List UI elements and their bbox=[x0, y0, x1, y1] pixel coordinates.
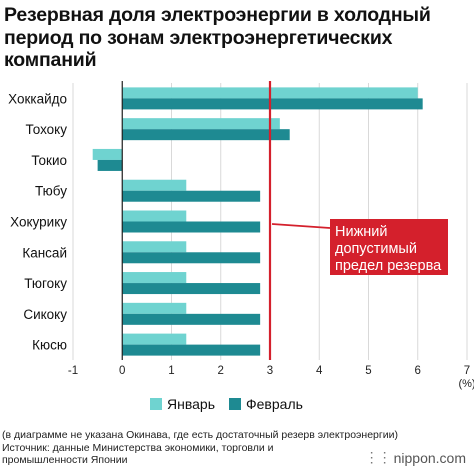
category-label: Токио bbox=[31, 153, 67, 168]
legend-label-february: Февраль bbox=[246, 396, 303, 412]
bar-february bbox=[122, 98, 423, 110]
legend-item-january: Январь bbox=[150, 396, 215, 412]
footnote-line-3: промышленности Японии bbox=[2, 454, 128, 466]
category-label: Кюсю bbox=[32, 338, 67, 353]
category-label: Хокурику bbox=[10, 215, 67, 230]
x-tick-label: 3 bbox=[267, 365, 273, 377]
legend-item-february: Февраль bbox=[229, 396, 303, 412]
reference-annotation-text: допустимый bbox=[335, 241, 417, 257]
bar-january bbox=[122, 272, 187, 284]
title-line-2: период по зонам электроэнергетических bbox=[4, 26, 393, 49]
reference-annotation-text: Нижний bbox=[335, 224, 387, 240]
bar-february bbox=[122, 344, 261, 356]
x-tick-label: -1 bbox=[68, 365, 78, 377]
bar-january bbox=[122, 179, 187, 191]
footnote-line-1: (в диаграмме не указана Окинава, где ест… bbox=[2, 429, 398, 441]
x-tick-label: 0 bbox=[119, 365, 125, 377]
legend-label-january: Январь bbox=[167, 396, 215, 412]
reference-connector bbox=[271, 223, 331, 229]
category-label: Кансай bbox=[22, 245, 67, 260]
x-tick-label: 7 bbox=[464, 365, 470, 377]
category-label: Тохоку bbox=[26, 122, 68, 137]
chart-footnote: (в диаграмме не указана Окинава, где ест… bbox=[2, 429, 472, 467]
bar-february bbox=[122, 252, 261, 264]
x-tick-label: 2 bbox=[218, 365, 224, 377]
category-label: Тюбу bbox=[35, 184, 67, 199]
chart-title: Резервная доля электроэнергии в холодный… bbox=[4, 4, 470, 72]
legend-swatch-january bbox=[150, 398, 162, 410]
x-tick-label: 5 bbox=[365, 365, 371, 377]
bar-february bbox=[122, 129, 290, 141]
chart-legend: Январь Февраль bbox=[150, 396, 303, 412]
legend-swatch-february bbox=[229, 398, 241, 410]
brand-logo: ⋮⋮ nippon.com bbox=[365, 449, 466, 466]
brand-name: nippon.com bbox=[393, 449, 466, 466]
brand-dots-icon: ⋮⋮ bbox=[364, 449, 392, 465]
bar-february bbox=[122, 283, 261, 295]
bar-january bbox=[122, 241, 187, 253]
bar-chart: Хоккайдо Тохоку Токио Тюбу Хокурику Кансай Тюг… bbox=[8, 81, 474, 390]
bar-february bbox=[122, 221, 261, 233]
x-tick-label: 1 bbox=[168, 365, 174, 377]
bar-january bbox=[122, 118, 280, 130]
title-line-1: Резервная доля электроэнергии в холодный bbox=[4, 4, 431, 26]
category-label: Хоккайдо bbox=[8, 91, 67, 106]
reference-annotation-box bbox=[330, 219, 448, 275]
x-unit-label: (%) bbox=[458, 378, 474, 390]
category-label: Тюгоку bbox=[24, 276, 67, 291]
bar-january bbox=[122, 333, 187, 345]
reference-annotation-text: предел резерва bbox=[335, 258, 442, 274]
title-line-3: компаний bbox=[4, 49, 97, 71]
bar-february bbox=[97, 159, 123, 171]
bar-february bbox=[122, 190, 261, 202]
category-label: Сикоку bbox=[23, 307, 67, 322]
bar-january bbox=[122, 302, 187, 314]
bar-february bbox=[122, 313, 261, 325]
x-tick-label: 6 bbox=[415, 365, 421, 377]
footnote-line-2: Источник: данные Министерства экономики,… bbox=[2, 441, 274, 454]
x-tick-label: 4 bbox=[316, 365, 323, 377]
bar-january bbox=[122, 210, 187, 222]
bar-january bbox=[92, 148, 123, 160]
